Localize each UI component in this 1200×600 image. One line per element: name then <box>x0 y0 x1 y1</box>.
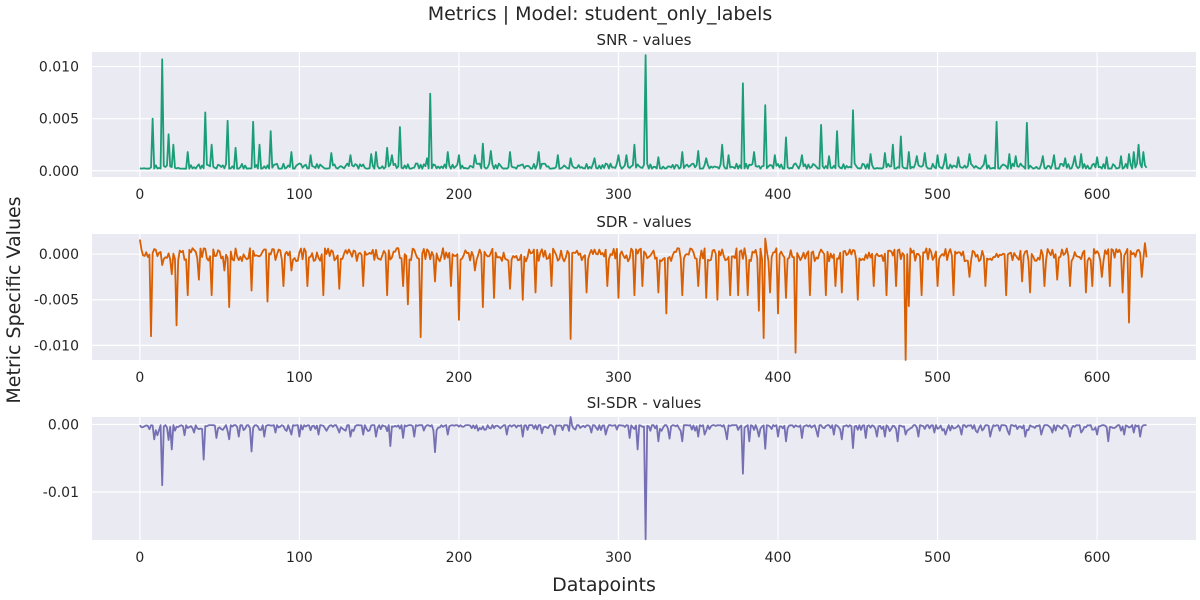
sdr-x-tick-label: 200 <box>446 370 473 386</box>
sdr-y-tick-label: -0.010 <box>34 338 79 354</box>
sisdr-series-line <box>139 416 1147 541</box>
figure-title: Metrics | Model: student_only_labels <box>428 3 773 25</box>
sisdr-x-tick-label: 400 <box>765 550 792 566</box>
sdr-x-tick-label: 100 <box>286 370 313 386</box>
sisdr-x-tick-label: 300 <box>605 550 632 566</box>
snr-series-line <box>139 54 1148 170</box>
snr-x-tick-label: 300 <box>605 187 632 203</box>
snr-y-tick-label: 0.000 <box>39 164 79 180</box>
sisdr-x-tick-label: 0 <box>135 550 144 566</box>
sisdr-y-tick-label: 0.00 <box>48 417 79 433</box>
x-axis-label: Datapoints <box>552 574 656 596</box>
y-axis-label: Metric Specific Values <box>3 196 25 403</box>
sdr-x-tick-label: 600 <box>1084 370 1111 386</box>
snr-x-tick-label: 200 <box>446 187 473 203</box>
sdr-x-tick-label: 300 <box>605 370 632 386</box>
sdr-y-tick-label: 0.000 <box>39 247 79 263</box>
snr-panel-title: SNR - values <box>597 31 692 49</box>
sisdr-x-tick-label: 100 <box>286 550 313 566</box>
snr-x-tick-label: 100 <box>286 187 313 203</box>
sdr-series-line <box>138 237 1148 361</box>
snr-y-tick-label: 0.005 <box>39 112 79 128</box>
sisdr-panel: SI-SDR - values 0 100 200 300 400 500 600 0.00 -… <box>43 394 1196 566</box>
sdr-panel: SDR - values 0 100 200 300 400 500 600 0.000 -0.… <box>34 213 1196 386</box>
snr-x-tick-label: 400 <box>765 187 792 203</box>
sisdr-x-tick-label: 500 <box>924 550 951 566</box>
snr-y-tick-label: 0.010 <box>39 60 79 76</box>
snr-x-tick-label: 500 <box>924 187 951 203</box>
snr-panel: SNR - values 0 100 200 300 400 500 600 0.000 0.0… <box>39 31 1196 203</box>
sdr-panel-title: SDR - values <box>596 213 691 231</box>
sdr-x-tick-label: 400 <box>765 370 792 386</box>
snr-x-tick-label: 0 <box>135 187 144 203</box>
snr-x-tick-label: 600 <box>1084 187 1111 203</box>
sisdr-x-tick-label: 200 <box>446 550 473 566</box>
sisdr-y-tick-label: -0.01 <box>43 485 79 501</box>
sdr-x-tick-label: 500 <box>924 370 951 386</box>
sdr-x-tick-label: 0 <box>135 370 144 386</box>
sdr-y-tick-label: -0.005 <box>34 293 79 309</box>
sisdr-panel-title: SI-SDR - values <box>587 394 702 412</box>
sisdr-x-tick-label: 600 <box>1084 550 1111 566</box>
